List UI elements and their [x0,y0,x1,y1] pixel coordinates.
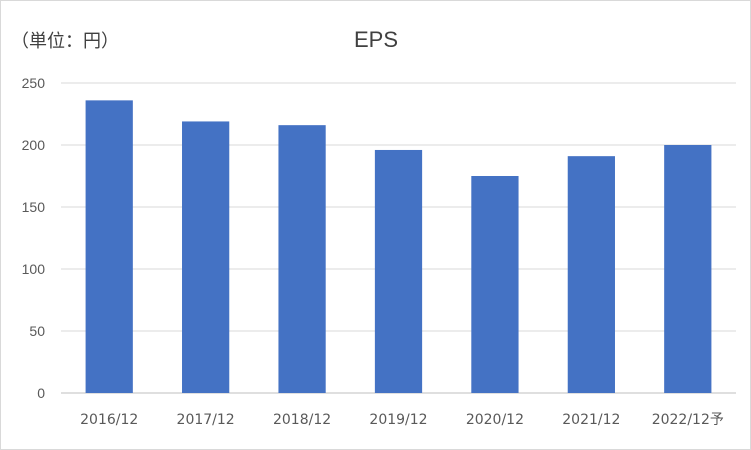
chart-title: EPS [354,27,398,52]
y-tick-label: 50 [29,323,45,339]
y-tick-label: 200 [22,137,46,153]
x-tick-label: 2018/12 [273,412,331,428]
unit-label: （単位：円） [11,31,119,52]
bar-2019/12 [374,149,423,393]
bar-2017/12 [182,121,230,393]
x-tick-label: 2020/12 [466,412,524,428]
x-tick-label: 2016/12 [80,412,138,428]
y-tick-label: 150 [22,199,46,215]
bar-2018/12 [278,125,326,393]
x-tick-labels: 2016/12 2017/12 2018/12 2019/12 2020/12 2021/… [80,412,724,428]
bars [85,100,712,394]
y-tick-labels: 0 50 100 150 200 250 [22,75,46,401]
x-tick-label: 2022/12予 [652,412,724,428]
y-tick-label: 100 [22,261,46,277]
x-tick-label: 2019/12 [369,412,427,428]
y-tick-label: 0 [37,385,45,401]
bar-2022/12予 [664,145,712,393]
bar-2021/12 [567,156,615,393]
bar-2016/12 [85,100,133,394]
x-tick-label: 2017/12 [177,412,235,428]
x-tick-label: 2021/12 [562,412,620,428]
bar-2020/12 [471,176,519,393]
y-tick-label: 250 [22,75,46,91]
